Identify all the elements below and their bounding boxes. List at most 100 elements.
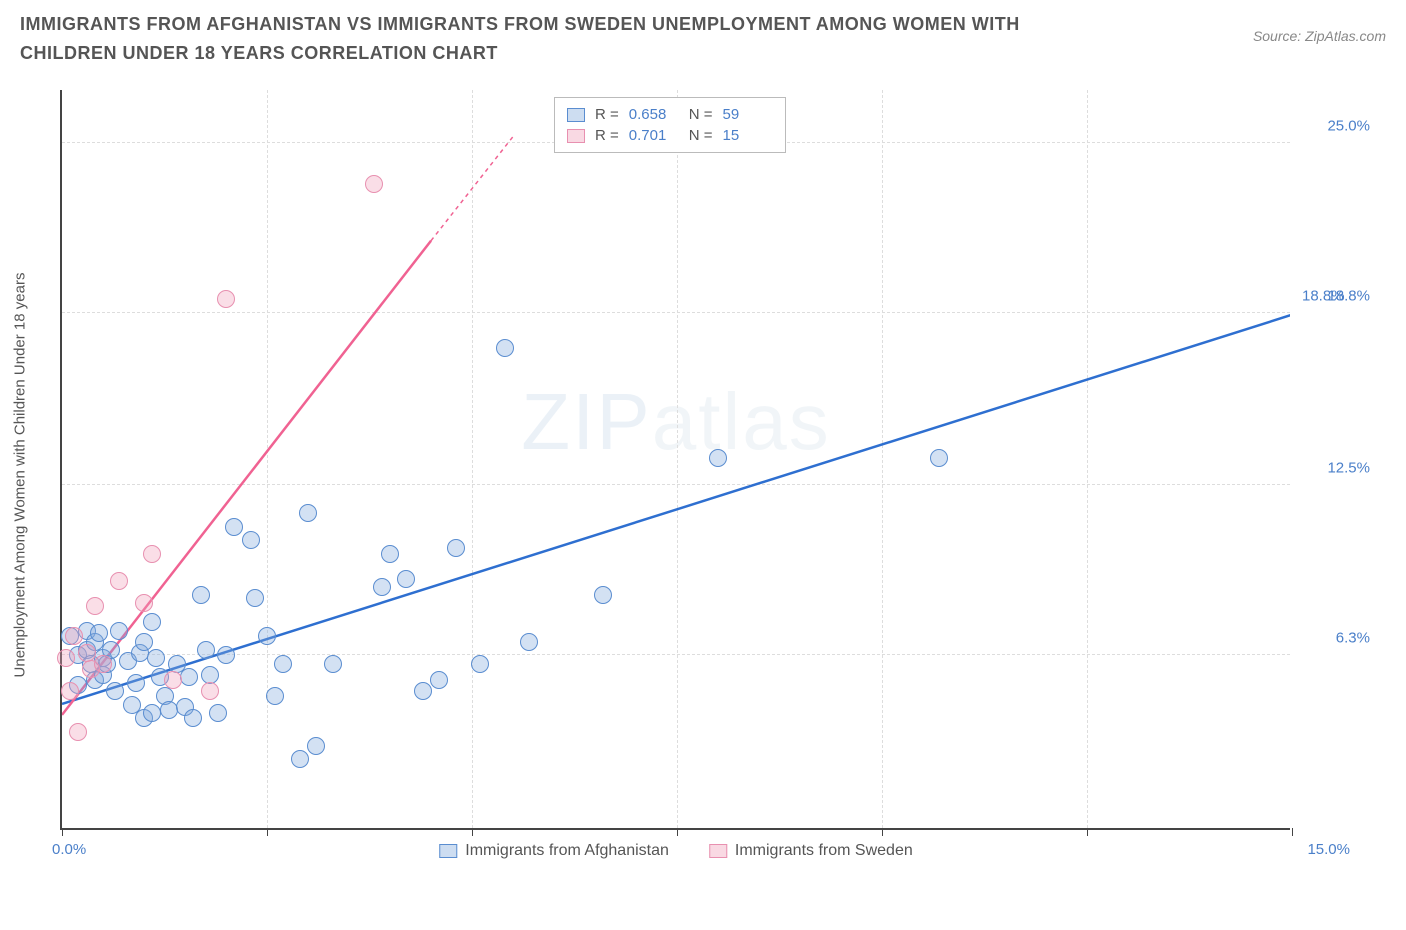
point-sweden [61,682,79,700]
point-afghanistan [201,666,219,684]
chart-title: IMMIGRANTS FROM AFGHANISTAN VS IMMIGRANT… [20,10,1120,68]
x-tick-mark [882,828,883,836]
point-afghanistan [324,655,342,673]
y-tick-label: 25.0% [1300,117,1370,134]
point-afghanistan [274,655,292,673]
plot-wrapper: Unemployment Among Women with Children U… [60,90,1380,860]
point-afghanistan [127,674,145,692]
point-afghanistan [209,704,227,722]
point-afghanistan [197,641,215,659]
point-afghanistan [90,624,108,642]
grid-line-v [882,90,883,828]
point-sweden [69,723,87,741]
point-sweden [164,671,182,689]
trend-end-label: 18.8% [1302,287,1345,304]
x-tick-mark [62,828,63,836]
point-afghanistan [180,668,198,686]
x-tick-mark [267,828,268,836]
swatch-pink-icon [567,129,585,143]
grid-line-v [677,90,678,828]
point-afghanistan [709,449,727,467]
point-afghanistan [143,704,161,722]
stat-r-value: 0.658 [629,106,679,123]
point-afghanistan [414,682,432,700]
point-afghanistan [160,701,178,719]
trend-lines [62,90,1290,828]
point-afghanistan [184,709,202,727]
stat-n-value: 59 [723,106,773,123]
legend-swatch-icon [709,844,727,858]
point-afghanistan [266,687,284,705]
point-sweden [57,649,75,667]
stat-r-value: 0.701 [629,127,679,144]
point-afghanistan [258,627,276,645]
point-afghanistan [307,737,325,755]
point-afghanistan [594,586,612,604]
stat-r-label: R = [595,127,619,144]
point-afghanistan [106,682,124,700]
stat-n-value: 15 [723,127,773,144]
x-tick-mark [472,828,473,836]
stats-row: R = 0.658 N = 59 [567,104,773,125]
point-sweden [78,644,96,662]
point-sweden [110,572,128,590]
point-sweden [86,597,104,615]
legend-label: Immigrants from Sweden [735,842,913,860]
x-max-label: 15.0% [1307,841,1350,858]
legend-swatch-icon [439,844,457,858]
stats-box: R = 0.658 N = 59 R = 0.701 N = 15 [554,97,786,153]
point-sweden [365,175,383,193]
plot-area: ZIPatlas 6.3%12.5%18.8%25.0%0.0%15.0%18.… [60,90,1290,830]
point-afghanistan [192,586,210,604]
legend: Immigrants from Afghanistan Immigrants fr… [439,842,912,860]
point-afghanistan [520,633,538,651]
x-min-label: 0.0% [52,841,86,858]
grid-line-h [62,654,1290,655]
legend-label: Immigrants from Afghanistan [465,842,669,860]
grid-line-v [1087,90,1088,828]
grid-line-h [62,484,1290,485]
point-afghanistan [246,589,264,607]
point-afghanistan [447,539,465,557]
x-tick-mark [1087,828,1088,836]
swatch-blue-icon [567,108,585,122]
point-afghanistan [373,578,391,596]
point-afghanistan [242,531,260,549]
watermark: ZIPatlas [521,376,830,468]
point-sweden [217,290,235,308]
stat-n-label: N = [689,106,713,123]
point-sweden [65,627,83,645]
point-afghanistan [225,518,243,536]
point-afghanistan [147,649,165,667]
point-afghanistan [430,671,448,689]
y-tick-label: 12.5% [1300,460,1370,477]
stat-n-label: N = [689,127,713,144]
legend-item: Immigrants from Sweden [709,842,913,860]
point-sweden [201,682,219,700]
point-afghanistan [496,339,514,357]
point-afghanistan [381,545,399,563]
x-tick-mark [677,828,678,836]
grid-line-h [62,312,1290,313]
source-attribution: Source: ZipAtlas.com [1253,28,1386,44]
point-afghanistan [930,449,948,467]
point-sweden [94,655,112,673]
point-afghanistan [471,655,489,673]
stat-r-label: R = [595,106,619,123]
point-afghanistan [397,570,415,588]
x-tick-mark [1292,828,1293,836]
y-tick-label: 6.3% [1300,630,1370,647]
legend-item: Immigrants from Afghanistan [439,842,669,860]
point-afghanistan [299,504,317,522]
point-afghanistan [110,622,128,640]
point-afghanistan [291,750,309,768]
grid-line-v [267,90,268,828]
y-axis-label: Unemployment Among Women with Children U… [12,273,29,678]
point-afghanistan [143,613,161,631]
point-afghanistan [217,646,235,664]
point-sweden [135,594,153,612]
grid-line-v [472,90,473,828]
point-sweden [143,545,161,563]
point-afghanistan [135,633,153,651]
stats-row: R = 0.701 N = 15 [567,125,773,146]
